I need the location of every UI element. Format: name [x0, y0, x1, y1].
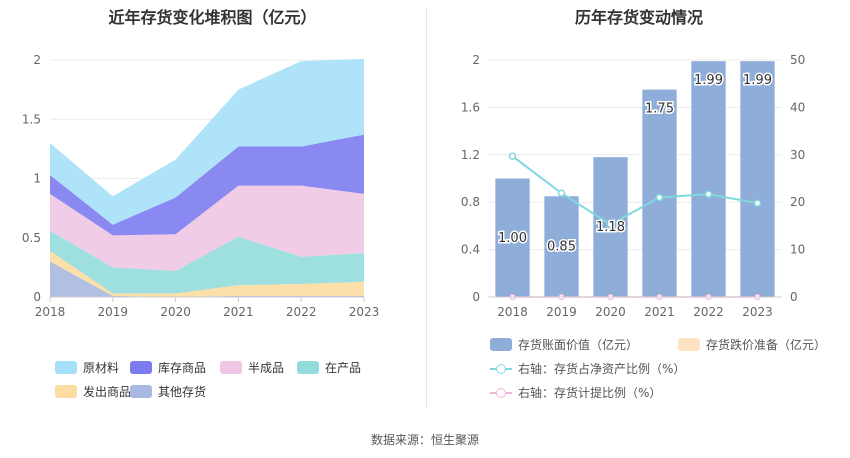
x-tick-label: 2019 [546, 305, 577, 319]
legend-swatch [490, 338, 512, 351]
area-series [50, 185, 364, 271]
x-tick-label: 2022 [286, 305, 317, 319]
legend-swatch [55, 361, 77, 374]
bar [495, 178, 530, 297]
legend-item[interactable]: 存货跌价准备（亿元） [678, 336, 826, 353]
line-point [606, 220, 615, 229]
legend-label: 半成品 [248, 361, 285, 375]
legend-label: 在产品 [325, 361, 362, 375]
y-tick-label: 0 [33, 290, 41, 304]
y-tick-label: 1.5 [22, 112, 41, 126]
legend-label: 发出商品 [83, 385, 132, 399]
left-legend: 原材料 库存商品 半成品 在产品发出商品 其他存货 [0, 0, 425, 410]
bar [544, 196, 579, 297]
x-tick-label: 2019 [98, 305, 129, 319]
legend-item[interactable]: 在产品 [297, 359, 361, 376]
legend-swatch [130, 361, 152, 374]
stacked-area-chart-panel: 近年存货变化堆积图（亿元） 0 0.5 1 1.5 2 2018 2019 2020 2021 2… [0, 0, 425, 410]
legend-label: 右轴：存货计提比例（%） [518, 386, 662, 400]
legend-label: 其他存货 [158, 385, 207, 399]
x-tick-label: 2020 [595, 305, 626, 319]
legend-item[interactable]: 其他存货 [130, 383, 206, 400]
left-chart-title: 近年存货变化堆积图（亿元） [108, 8, 317, 27]
panel-divider [426, 8, 427, 408]
line-point [508, 152, 517, 160]
data-source-label: 数据来源：恒生聚源 [370, 433, 479, 447]
legend-item[interactable]: 发出商品 [55, 383, 131, 400]
legend-swatch [220, 361, 242, 374]
bar-value-label: 1.18 [596, 220, 625, 235]
area-series [50, 58, 364, 225]
x-tick-label: 2020 [160, 305, 191, 319]
bar [642, 89, 677, 297]
legend-line-swatch [490, 362, 512, 376]
legend-swatch [297, 361, 319, 374]
area-series [50, 250, 364, 297]
bar-value-label: 1.00 [498, 231, 527, 246]
y-tick-label: 2 [472, 53, 480, 67]
bar-value-label: 0.85 [547, 240, 576, 255]
x-tick-label: 2022 [693, 305, 724, 319]
legend-item[interactable]: 半成品 [220, 359, 284, 376]
right-chart-title: 历年存货变动情况 [574, 8, 703, 27]
bar-line-chart-panel: 历年存货变动情况 0 0.4 0.8 1.2 1.6 2 0 10 20 30 40 50 1.00 0.… [428, 0, 850, 410]
x-tick-label: 2021 [223, 305, 254, 319]
y-tick-label: 1.6 [461, 100, 480, 114]
x-tick-label: 2018 [35, 305, 66, 319]
legend-label: 库存商品 [158, 361, 207, 375]
legend-swatch [55, 385, 77, 398]
y2-tick-label: 50 [790, 53, 805, 67]
y2-tick-label: 10 [790, 243, 805, 257]
legend-label: 存货跌价准备（亿元） [706, 338, 827, 352]
x-tick-label: 2023 [349, 305, 380, 319]
y2-tick-label: 20 [790, 195, 805, 209]
y-tick-label: 0.8 [461, 195, 480, 209]
bar-line-chart: 00.40.81.21.62010203040501.000.851.181.7… [461, 53, 805, 319]
legend-item[interactable]: 右轴：存货计提比例（%） [490, 384, 661, 401]
bar-value-label: 1.75 [645, 102, 674, 117]
area-series [50, 261, 364, 297]
y-tick-label: 2 [33, 53, 41, 67]
y2-tick-label: 0 [790, 290, 798, 304]
legend-label: 存货账面价值（亿元） [518, 338, 639, 352]
y-tick-label: 1.2 [461, 148, 480, 162]
y-tick-label: 1 [33, 172, 41, 186]
y-tick-label: 0.4 [461, 243, 480, 257]
y-tick-label: 0 [472, 290, 480, 304]
stacked-area-chart: 0 0.5 1 1.5 2 2018 2019 2020 2021 2022 2023 [22, 53, 380, 319]
legend-item[interactable]: 存货账面价值（亿元） [490, 336, 638, 353]
legend-line-swatch [490, 386, 512, 400]
y2-tick-label: 30 [790, 148, 805, 162]
legend-swatch [130, 385, 152, 398]
legend-label: 右轴：存货占净资产比例（%） [518, 362, 686, 376]
legend-label: 原材料 [83, 361, 120, 375]
bar-value-label: 1.99 [743, 73, 772, 88]
legend-item[interactable]: 库存商品 [130, 359, 206, 376]
x-tick-label: 2018 [497, 305, 528, 319]
line-series-ratio [511, 155, 758, 226]
line-point [655, 193, 664, 202]
x-tick-label: 2021 [644, 305, 675, 319]
line-point [704, 190, 713, 198]
bar [740, 61, 775, 298]
legend-item[interactable]: 原材料 [55, 359, 119, 376]
legend-swatch [678, 338, 700, 351]
area-series [50, 134, 364, 236]
bar-value-label: 1.99 [694, 73, 723, 88]
y-tick-label: 0.5 [22, 231, 41, 245]
y2-tick-label: 40 [790, 100, 805, 114]
legend-item[interactable]: 右轴：存货占净资产比例（%） [490, 360, 685, 377]
bar [691, 61, 726, 298]
area-series [50, 230, 364, 294]
line-point [753, 199, 762, 207]
right-legend: 存货账面价值（亿元） 存货跌价准备（亿元） 右轴：存货占净资产比例（%） 右轴：存货计… [428, 0, 850, 410]
x-tick-label: 2023 [742, 305, 773, 319]
line-point [557, 189, 566, 197]
